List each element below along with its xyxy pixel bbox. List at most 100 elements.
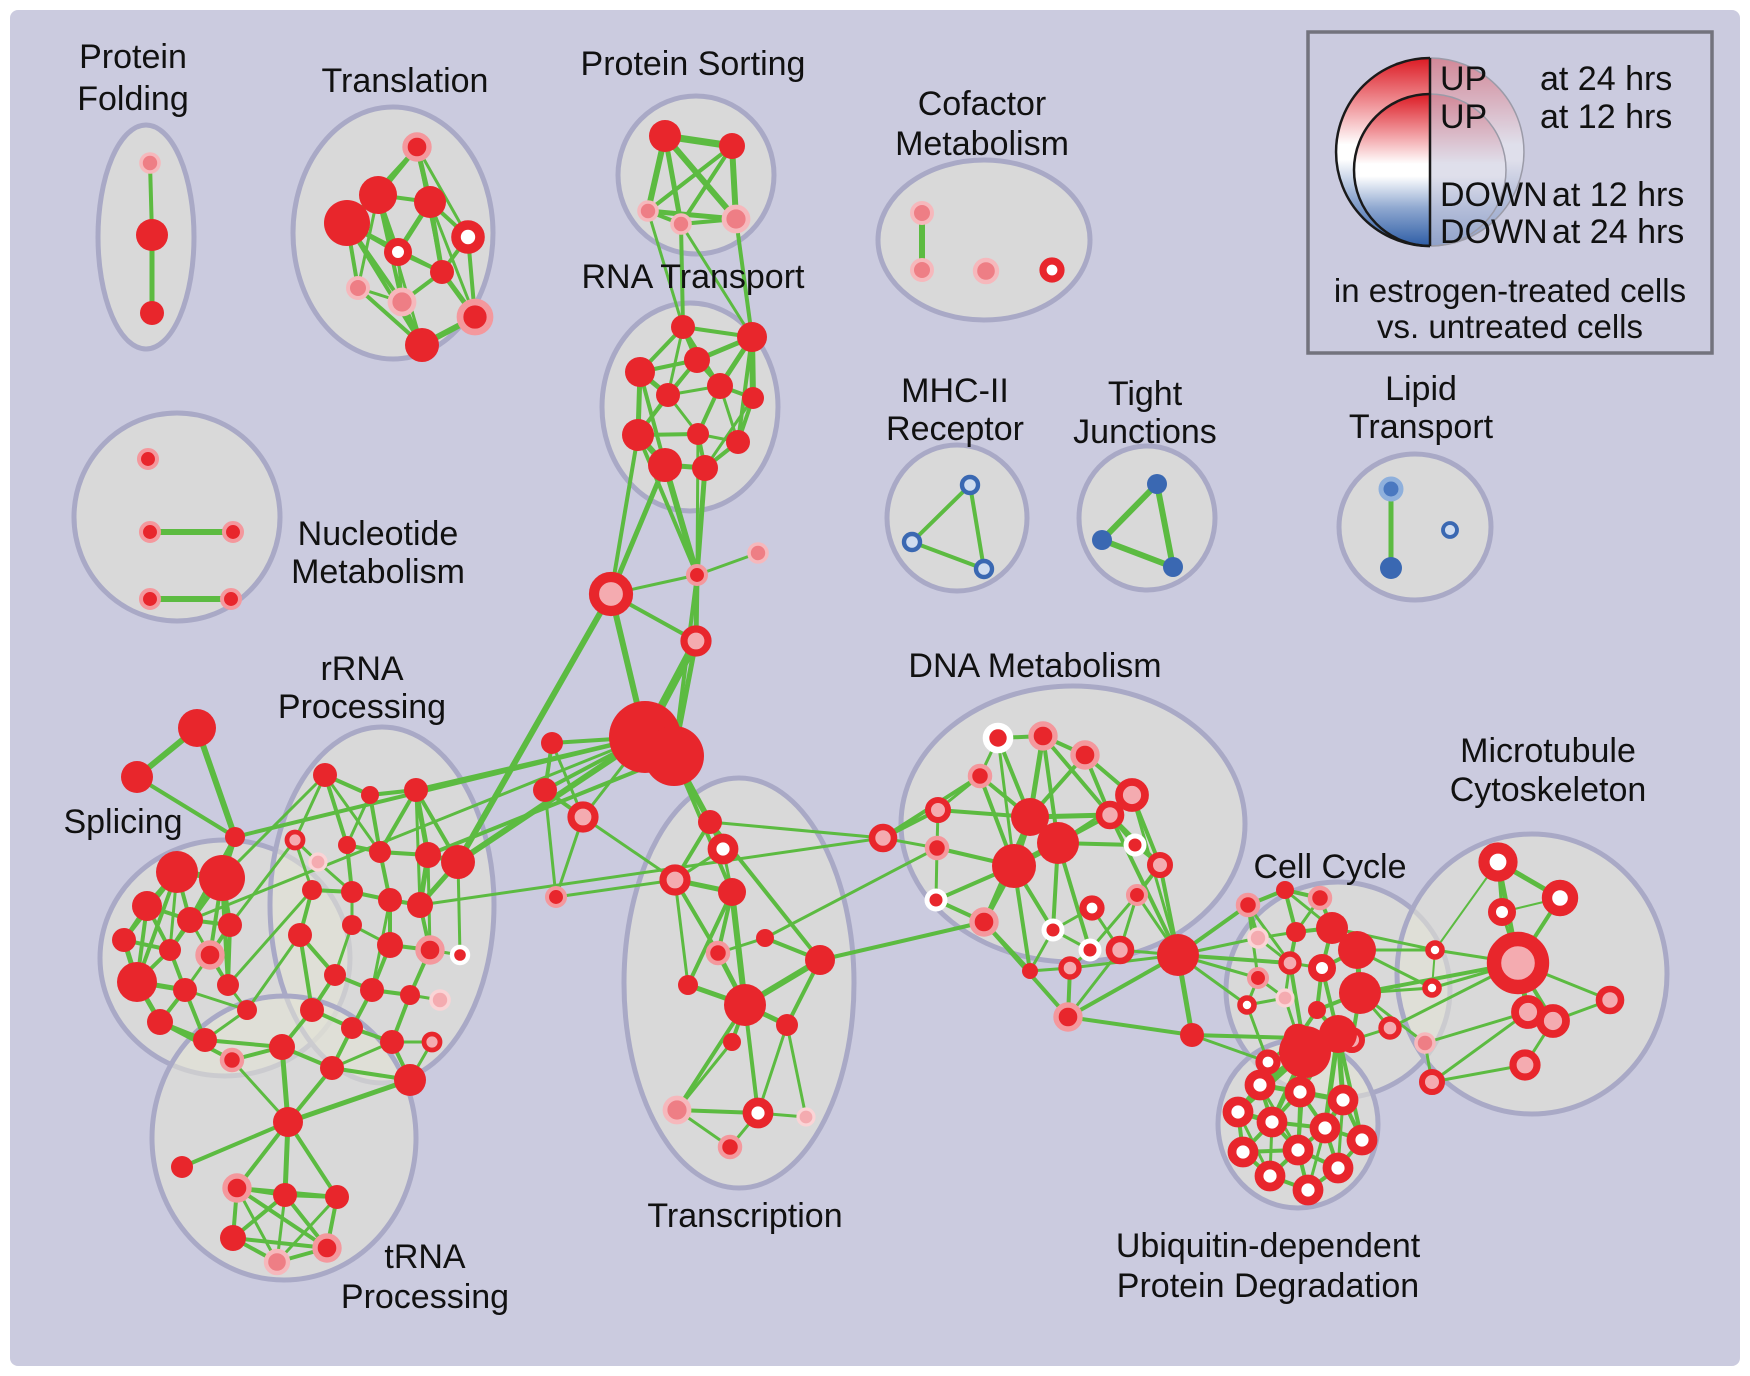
gene-node[interactable] [1378, 1016, 1402, 1040]
gene-node[interactable] [1235, 892, 1261, 918]
gene-node[interactable] [1022, 963, 1038, 979]
gene-node[interactable] [969, 907, 999, 937]
gene-node[interactable] [1180, 1023, 1204, 1047]
gene-node[interactable] [117, 962, 157, 1002]
gene-node[interactable] [544, 885, 568, 909]
gene-node[interactable] [361, 786, 379, 804]
gene-node[interactable] [1078, 938, 1102, 962]
gene-node[interactable] [742, 1097, 774, 1129]
gene-node[interactable] [644, 726, 704, 786]
gene-node[interactable] [1147, 474, 1167, 494]
gene-node[interactable] [723, 1033, 741, 1051]
gene-node[interactable] [112, 928, 136, 952]
gene-node[interactable] [394, 1064, 426, 1096]
gene-node[interactable] [707, 833, 739, 865]
gene-node[interactable] [1322, 1152, 1354, 1184]
gene-node[interactable] [237, 1000, 257, 1020]
gene-node[interactable] [1414, 1032, 1436, 1054]
gene-node[interactable] [1079, 895, 1105, 921]
gene-node[interactable] [415, 842, 441, 868]
gene-node[interactable] [1255, 1049, 1281, 1075]
gene-node[interactable] [707, 373, 733, 399]
gene-node[interactable] [1115, 778, 1149, 812]
gene-node[interactable] [1422, 978, 1442, 998]
gene-node[interactable] [384, 238, 412, 266]
gene-node[interactable] [324, 964, 346, 986]
gene-node[interactable] [805, 945, 835, 975]
gene-node[interactable] [405, 328, 439, 362]
gene-node[interactable] [718, 878, 746, 906]
gene-node[interactable] [737, 322, 767, 352]
gene-node[interactable] [1092, 530, 1112, 550]
gene-node[interactable] [449, 944, 471, 966]
gene-node[interactable] [324, 200, 370, 246]
gene-node[interactable] [656, 383, 680, 407]
gene-node[interactable] [1488, 898, 1516, 926]
gene-node[interactable] [1380, 557, 1402, 579]
gene-node[interactable] [910, 258, 934, 282]
gene-node[interactable] [901, 531, 923, 553]
gene-node[interactable] [217, 974, 239, 996]
gene-node[interactable] [1279, 1026, 1331, 1078]
gene-node[interactable] [721, 204, 751, 234]
gene-node[interactable] [138, 587, 162, 611]
gene-node[interactable] [1095, 800, 1125, 830]
gene-node[interactable] [369, 841, 391, 863]
gene-node[interactable] [225, 827, 245, 847]
gene-node[interactable] [346, 276, 370, 300]
gene-node[interactable] [378, 888, 402, 912]
gene-node[interactable] [338, 836, 356, 854]
gene-node[interactable] [178, 709, 216, 747]
gene-node[interactable] [692, 455, 718, 481]
gene-node[interactable] [269, 1034, 295, 1060]
gene-node[interactable] [159, 939, 181, 961]
gene-node[interactable] [967, 763, 993, 789]
gene-node[interactable] [402, 132, 432, 162]
gene-node[interactable] [1070, 740, 1100, 770]
gene-node[interactable] [380, 1030, 404, 1054]
gene-node[interactable] [959, 474, 981, 496]
gene-node[interactable] [139, 152, 161, 174]
gene-node[interactable] [659, 864, 691, 896]
gene-node[interactable] [136, 447, 160, 471]
gene-node[interactable] [132, 891, 162, 921]
gene-node[interactable] [1441, 521, 1459, 539]
gene-node[interactable] [302, 880, 322, 900]
gene-node[interactable] [747, 542, 769, 564]
gene-node[interactable] [924, 835, 950, 861]
gene-node[interactable] [1425, 940, 1445, 960]
gene-node[interactable] [195, 940, 225, 970]
gene-node[interactable] [308, 852, 328, 872]
gene-node[interactable] [219, 587, 243, 611]
gene-node[interactable] [1246, 966, 1270, 990]
gene-node[interactable] [680, 625, 712, 657]
gene-node[interactable] [796, 1107, 816, 1127]
gene-node[interactable] [325, 1185, 349, 1209]
gene-node[interactable] [1339, 972, 1381, 1014]
gene-node[interactable] [1105, 935, 1135, 965]
gene-node[interactable] [625, 357, 655, 387]
gene-node[interactable] [1541, 879, 1579, 917]
gene-node[interactable] [684, 347, 710, 373]
gene-node[interactable] [421, 1031, 443, 1053]
gene-node[interactable] [1327, 1084, 1359, 1116]
gene-node[interactable] [218, 913, 242, 937]
gene-node[interactable] [1227, 1136, 1259, 1168]
gene-node[interactable] [456, 298, 494, 336]
gene-node[interactable] [313, 763, 337, 787]
gene-node[interactable] [1309, 1112, 1341, 1144]
gene-node[interactable] [1147, 852, 1173, 878]
gene-node[interactable] [1282, 1134, 1314, 1166]
gene-node[interactable] [726, 430, 750, 454]
gene-node[interactable] [924, 888, 948, 912]
gene-node[interactable] [415, 935, 445, 965]
gene-node[interactable] [1478, 842, 1518, 882]
gene-node[interactable] [121, 761, 153, 793]
gene-node[interactable] [1307, 885, 1333, 911]
gene-node[interactable] [1254, 1160, 1286, 1192]
gene-node[interactable] [220, 1225, 246, 1251]
gene-node[interactable] [992, 844, 1036, 888]
gene-node[interactable] [1509, 1049, 1541, 1081]
gene-node[interactable] [387, 287, 417, 317]
gene-node[interactable] [588, 571, 634, 617]
